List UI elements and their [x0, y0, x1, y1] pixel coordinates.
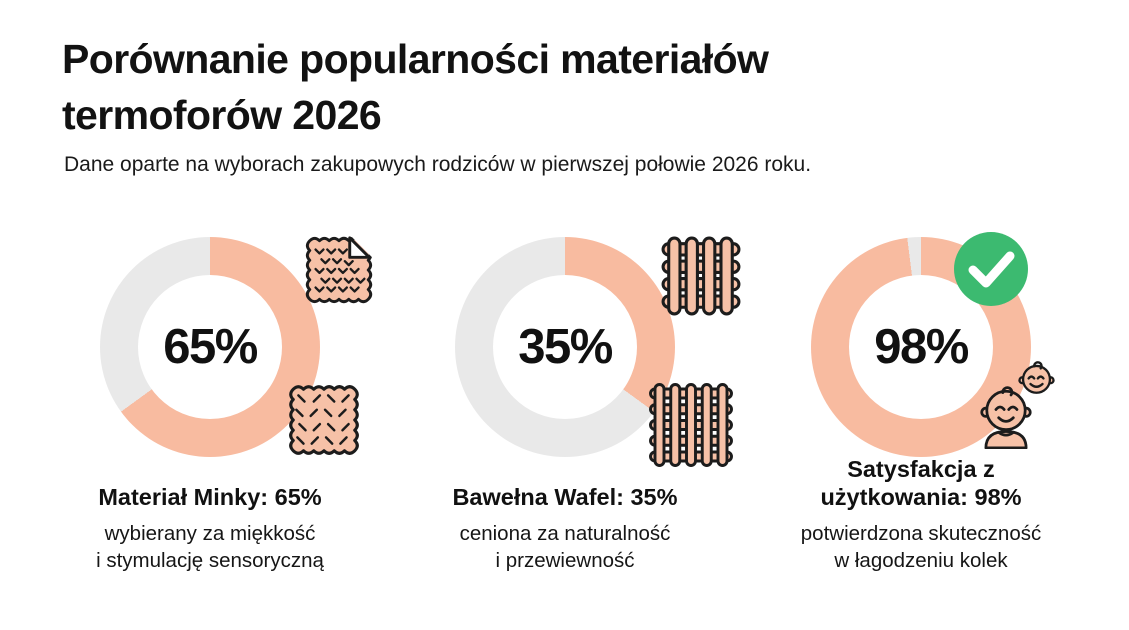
donut-value-minky: 65%	[163, 320, 258, 374]
donut-hole: 65%	[138, 275, 282, 419]
waffle-weave-icon	[661, 236, 741, 316]
donut-ring-minky: 65%	[100, 237, 320, 457]
page-subtitle: Dane oparte na wyborach zakupowych rodzi…	[64, 153, 812, 176]
donut-card-satisfaction: 98%	[739, 0, 1103, 630]
donut-card-minky: 65% Materiał Minky: 65% wybierany za mię…	[28, 0, 392, 630]
donut-label-wafel: Bawełna Wafel: 35%	[452, 484, 678, 511]
donut-description-wafel: ceniona za naturalność i przewiewność	[459, 522, 671, 573]
donut-label-satisfaction: Satysfakcja z użytkowania: 98%	[820, 455, 1022, 511]
donut-value-wafel: 35%	[518, 320, 613, 374]
minky-fabric-swatch-icon	[305, 233, 376, 304]
page-title: Porównanie popularności materiałów termo…	[62, 36, 769, 138]
donut-label-box: Satysfakcja z użytkowania: 98%	[739, 450, 1103, 512]
donut-chart-satisfaction: 98%	[811, 232, 1055, 457]
donut-label-box: Bawełna Wafel: 35%	[383, 450, 747, 512]
donut-hole: 98%	[849, 275, 993, 419]
donut-card-wafel: 35%	[383, 0, 747, 630]
donut-ring-wafel: 35%	[455, 237, 675, 457]
waffle-weave-dense-icon	[649, 383, 733, 467]
minky-stitch-swatch-icon	[289, 385, 359, 455]
donut-label-minky: Materiał Minky: 65%	[98, 484, 322, 511]
baby-icon	[980, 386, 1032, 449]
baby-face-icon	[1018, 361, 1055, 394]
donut-label-box: Materiał Minky: 65%	[28, 450, 392, 512]
donut-hole: 35%	[493, 275, 637, 419]
check-circle-icon	[954, 232, 1028, 306]
donut-chart-wafel: 35%	[455, 236, 741, 467]
donut-description-satisfaction: potwierdzona skuteczność w łagodzeniu ko…	[800, 522, 1042, 573]
donut-value-satisfaction: 98%	[874, 320, 969, 374]
donut-description-minky: wybierany za miękkość i stymulację senso…	[96, 522, 324, 573]
donut-chart-minky: 65%	[100, 233, 376, 457]
